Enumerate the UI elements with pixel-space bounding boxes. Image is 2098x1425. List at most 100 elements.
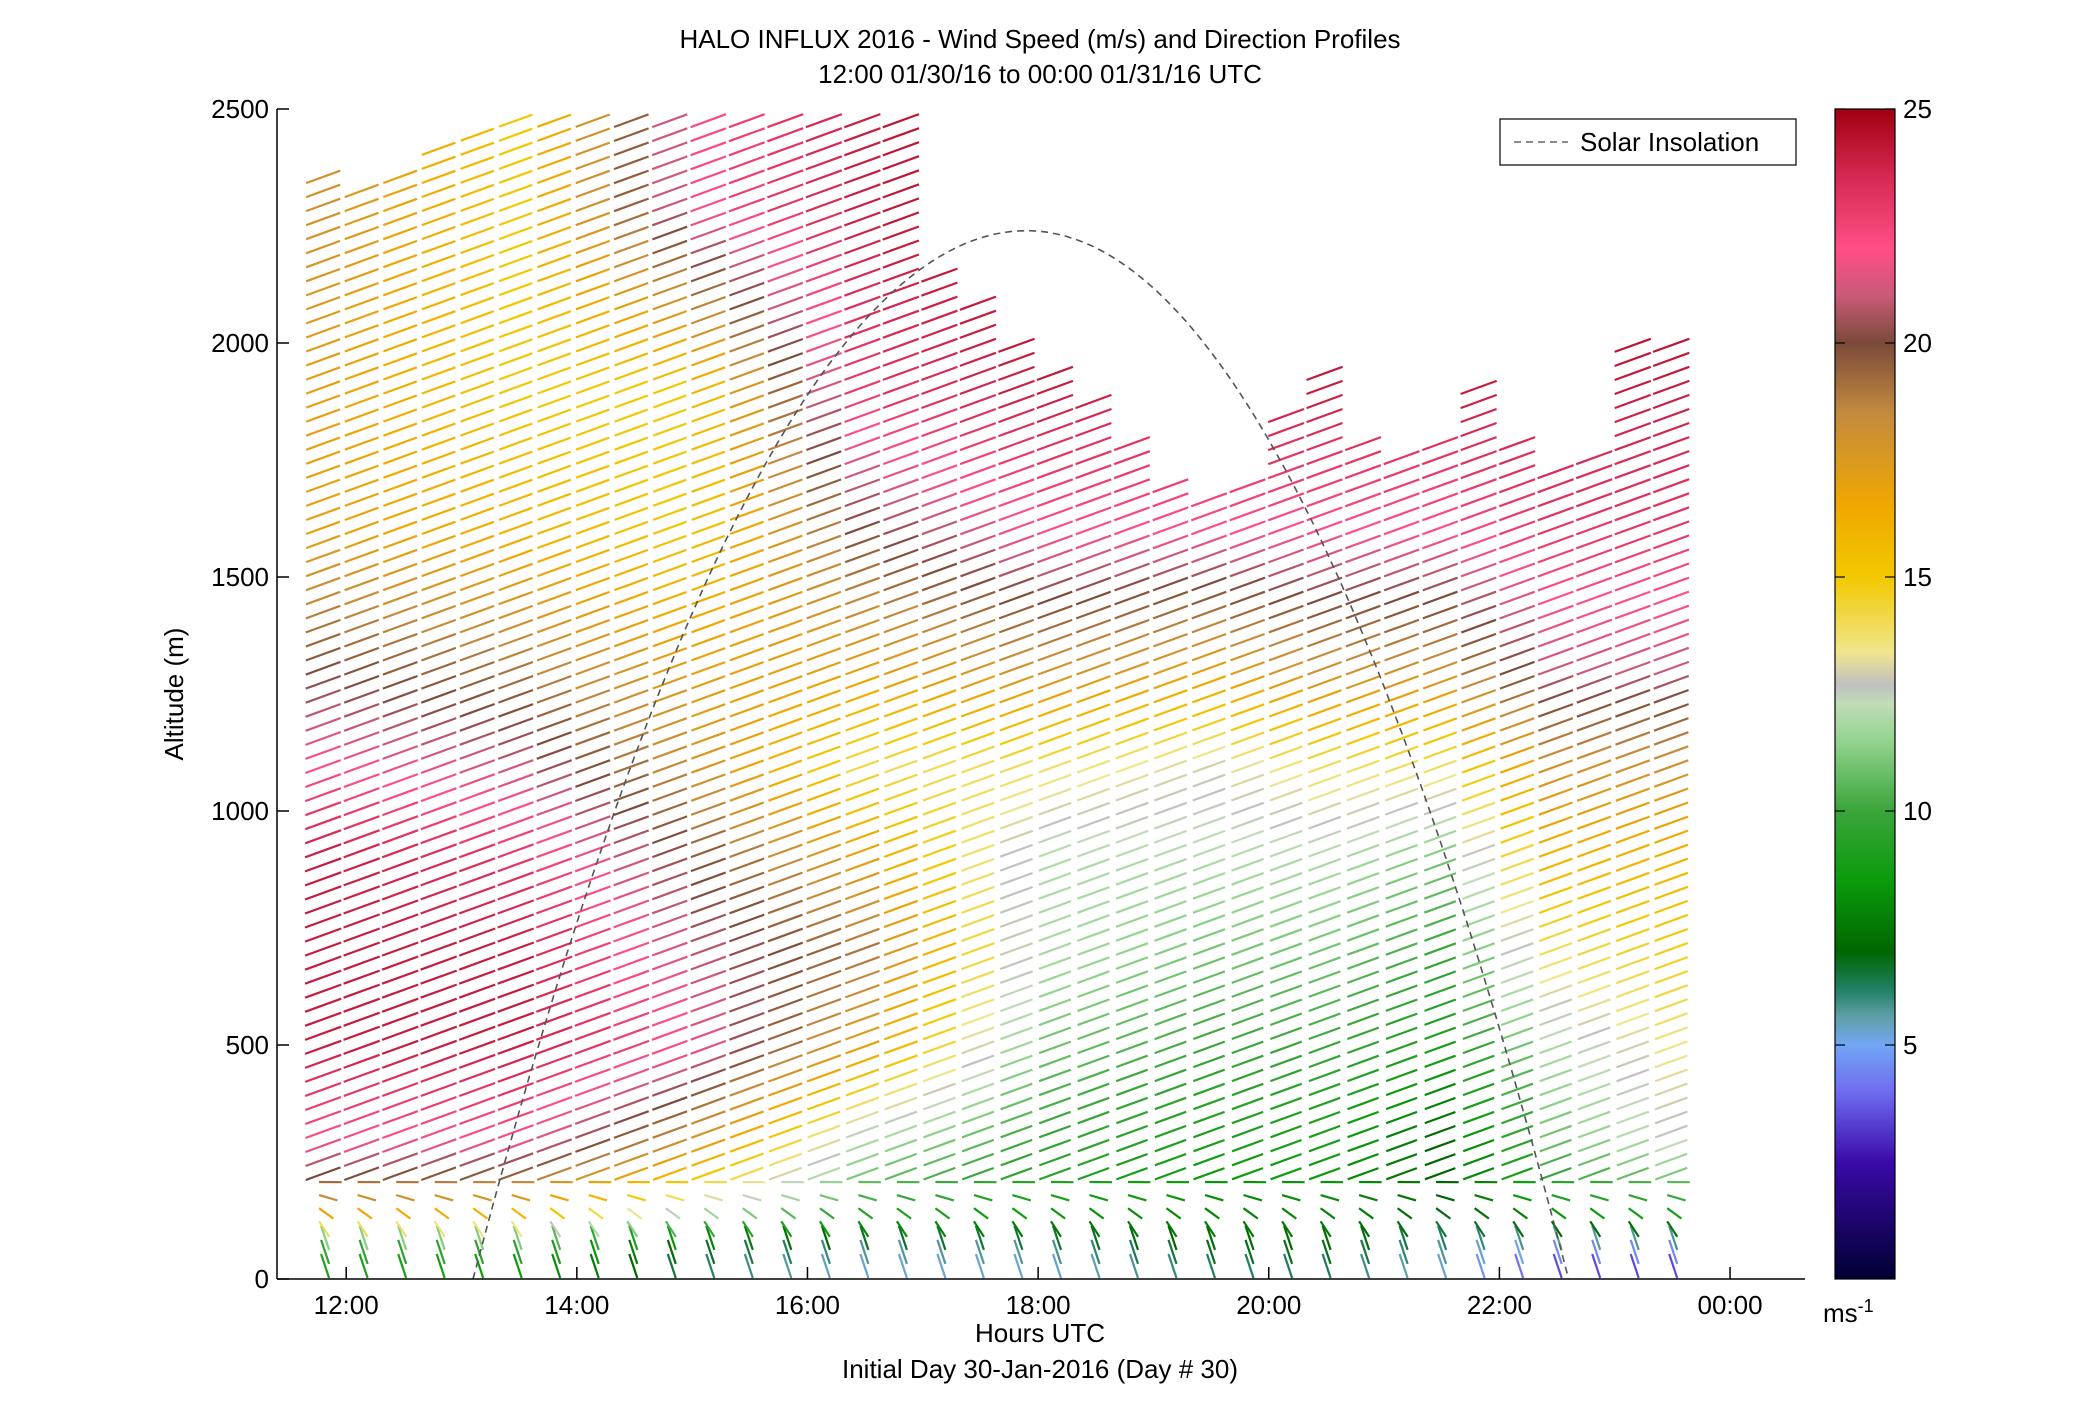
wind-barb xyxy=(1539,1138,1572,1153)
wind-barb xyxy=(421,548,456,564)
wind-barb xyxy=(883,969,919,985)
wind-barb xyxy=(1615,731,1651,746)
wind-barb xyxy=(382,1110,419,1126)
wind-barb xyxy=(922,661,957,676)
wind-barb xyxy=(691,464,726,479)
wind-barb xyxy=(1269,886,1303,900)
wind-barb xyxy=(613,1039,650,1055)
wind-barb xyxy=(1653,759,1689,774)
wind-barb xyxy=(843,141,881,157)
wind-barb xyxy=(1038,1124,1072,1139)
wind-barb xyxy=(320,1225,331,1251)
wind-barb xyxy=(1154,1110,1187,1125)
wind-barb xyxy=(497,955,535,971)
wind-barb xyxy=(1319,1207,1336,1220)
wind-barb xyxy=(536,899,573,915)
wind-barb xyxy=(498,506,533,521)
wind-barb xyxy=(1551,1207,1567,1220)
wind-barb xyxy=(1474,1194,1494,1202)
wind-barb xyxy=(1462,1167,1495,1181)
wind-barb xyxy=(921,422,958,438)
wind-barb xyxy=(729,759,765,774)
wind-barb xyxy=(614,380,649,395)
wind-barb xyxy=(1229,590,1266,606)
wind-barb xyxy=(575,450,610,465)
wind-barb xyxy=(729,773,765,788)
wind-barb xyxy=(1385,928,1418,942)
wind-barb xyxy=(574,983,611,999)
wind-barb xyxy=(883,590,919,606)
wind-barb xyxy=(1038,1096,1072,1111)
wind-barb xyxy=(691,366,726,381)
wind-barb xyxy=(1346,900,1380,914)
wind-barb xyxy=(845,703,880,718)
wind-barb xyxy=(1000,1026,1033,1041)
wind-barb xyxy=(1113,436,1151,452)
wind-barb xyxy=(1115,857,1149,872)
wind-barb xyxy=(343,983,381,999)
wind-barb xyxy=(1231,1124,1264,1139)
wind-barb xyxy=(729,562,765,578)
wind-barb xyxy=(1499,576,1536,592)
wind-barb xyxy=(1385,970,1418,984)
wind-barb xyxy=(305,183,341,199)
wind-barb xyxy=(305,773,342,789)
wind-barb xyxy=(1422,618,1458,634)
wind-barb xyxy=(575,717,611,732)
wind-barb xyxy=(844,927,880,943)
wind-barb xyxy=(1308,843,1342,858)
wind-barb xyxy=(421,590,457,606)
wind-barb xyxy=(1461,787,1496,802)
wind-barb xyxy=(1654,1166,1688,1181)
wind-barb xyxy=(1077,1124,1110,1139)
wind-barb xyxy=(728,127,765,143)
wind-barb xyxy=(304,941,342,957)
wind-barb xyxy=(1424,998,1457,1012)
wind-barb xyxy=(780,1220,793,1238)
wind-barb xyxy=(1308,815,1342,830)
wind-barb xyxy=(845,1040,880,1055)
wind-barb xyxy=(613,1082,650,1097)
wind-barb xyxy=(1075,618,1112,634)
wind-barb xyxy=(1460,464,1497,480)
wind-barb xyxy=(1577,927,1612,943)
wind-barb xyxy=(420,843,457,859)
wind-barb xyxy=(806,590,842,606)
wind-barb xyxy=(1616,1082,1650,1097)
wind-barb xyxy=(1462,843,1496,858)
wind-barb xyxy=(767,1025,803,1041)
wind-barb xyxy=(882,141,920,157)
wind-barb xyxy=(1306,379,1343,396)
wind-barb xyxy=(806,689,841,704)
y-tick-label: 500 xyxy=(226,1030,269,1060)
wind-barb xyxy=(652,450,687,465)
wind-barb xyxy=(344,296,379,311)
wind-barb xyxy=(1347,1167,1379,1181)
wind-barb xyxy=(1076,675,1111,690)
colorbar-tick-label: 20 xyxy=(1903,328,1932,358)
wind-barb xyxy=(1269,998,1303,1013)
wind-barb xyxy=(921,618,957,634)
wind-barb xyxy=(305,688,341,704)
wind-barb xyxy=(857,1207,874,1220)
wind-barb xyxy=(1308,998,1341,1013)
wind-barb xyxy=(691,338,726,353)
wind-barb xyxy=(305,338,341,353)
wind-barb xyxy=(1460,407,1497,424)
wind-barb xyxy=(1576,745,1612,760)
wind-barb xyxy=(420,745,457,760)
wind-barb xyxy=(844,408,881,424)
wind-barb xyxy=(1344,492,1382,508)
wind-barb xyxy=(1385,815,1419,830)
wind-barb xyxy=(1306,421,1343,438)
wind-barb xyxy=(1231,1082,1264,1097)
wind-barb xyxy=(1153,661,1188,676)
wind-barb xyxy=(1614,506,1651,522)
wind-barb xyxy=(1499,674,1535,690)
wind-barb xyxy=(1192,1068,1226,1083)
wind-barb xyxy=(1281,1220,1294,1238)
wind-barb xyxy=(1422,689,1458,704)
wind-barb xyxy=(767,478,803,494)
wind-barb xyxy=(1114,548,1150,564)
wind-barb xyxy=(1358,1194,1378,1202)
